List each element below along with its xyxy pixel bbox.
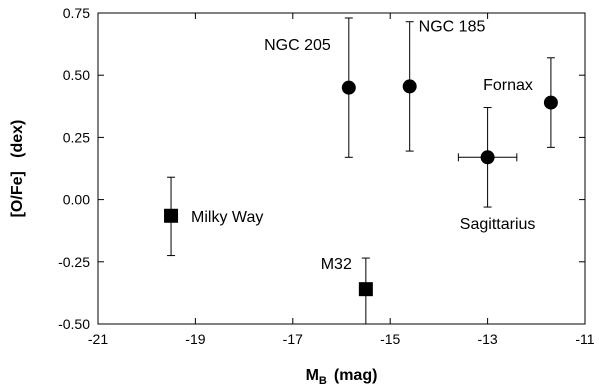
m32-label: M32	[321, 256, 352, 273]
y-tick-label: -0.50	[58, 316, 90, 332]
y-tick-label: -0.25	[58, 254, 90, 270]
y-tick-label: 0.75	[63, 5, 90, 21]
x-tick-label: -11	[575, 331, 594, 347]
fornax-label: Fornax	[483, 77, 533, 94]
point-labels: Milky Way M32 NGC 205 NGC 185 Sagittarius For…	[191, 19, 535, 273]
milky-way-square-marker	[164, 208, 179, 223]
x-tick-label: -21	[88, 331, 108, 347]
ngc-185-label: NGC 185	[419, 19, 486, 36]
x-axis-title: MB (mag)	[306, 367, 378, 387]
y-tick-label: 0.25	[63, 129, 90, 145]
data-markers	[164, 79, 558, 297]
fornax-circle-marker	[543, 95, 558, 110]
x-axis-title-subscript: B	[319, 375, 327, 387]
ngc-205-circle-marker	[341, 80, 356, 95]
ngc-185-circle-marker	[402, 79, 417, 94]
y-tick-label: 0.00	[63, 192, 90, 208]
plot-frame	[97, 12, 586, 325]
axis-ticks: -21 -19 -17 -15 -13 -11 -0.50 -0.25 0.00 0.25 0.50…	[58, 5, 595, 347]
y-axis-title: [O/Fe] (dex)	[9, 120, 26, 218]
x-tick-label: -13	[477, 331, 497, 347]
sagittarius-label: Sagittarius	[460, 216, 536, 233]
x-tick-label: -19	[185, 331, 205, 347]
milky-way-label: Milky Way	[191, 209, 263, 226]
y-tick-label: 0.50	[63, 67, 90, 83]
x-tick-label: -15	[380, 331, 400, 347]
sagittarius-circle-marker	[480, 150, 495, 165]
x-tick-label: -17	[283, 331, 303, 347]
m32-square-marker	[358, 282, 373, 297]
ngc-205-label: NGC 205	[264, 37, 331, 54]
x-axis-title-unit: (mag)	[334, 367, 378, 384]
x-axis-title-main: M	[306, 367, 319, 384]
